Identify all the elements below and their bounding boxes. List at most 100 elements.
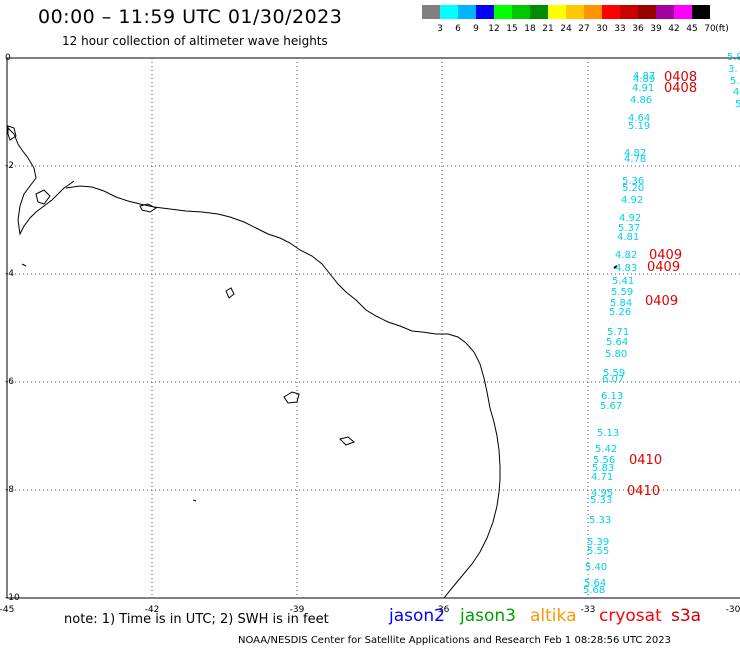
lon-tick-label: -33 [581, 605, 596, 615]
wave-height-value: 5.36 [622, 176, 644, 187]
lat-tick-label: -8 [5, 485, 14, 495]
wave-height-value: 4.83 [615, 263, 637, 274]
mission-altika: altika [530, 606, 577, 626]
pass-time-label: 0409 [647, 260, 680, 275]
island-outline [613, 265, 618, 269]
legend-swatch [674, 5, 692, 19]
island-outline [139, 203, 157, 213]
wave-height-value: 5.71 [607, 327, 629, 338]
lat-tick-label: 0 [5, 53, 11, 63]
wave-height-value: 5.59 [603, 368, 625, 379]
wave-height-value: 5.20 [622, 183, 644, 194]
island-outline [7, 125, 17, 141]
wave-height-value: 5.9 [727, 52, 740, 63]
legend-swatch [692, 5, 710, 19]
lon-tick-label: -39 [290, 605, 305, 615]
lat-tick-label: -4 [5, 269, 14, 279]
legend-swatch [584, 5, 602, 19]
pass-time-label: 0408 [664, 70, 697, 85]
lon-tick-label: -36 [435, 605, 450, 615]
wave-height-value: 5.42 [595, 444, 617, 455]
wave-height-value: 5.64 [606, 337, 628, 348]
wave-height-value: 5.13 [597, 428, 619, 439]
note-text: note: 1) Time is in UTC; 2) SWH is in fe… [64, 612, 329, 627]
map-frame [6, 57, 740, 599]
footer-credit: NOAA/NESDIS Center for Satellite Applica… [238, 635, 671, 646]
wave-height-value: 4.91 [632, 83, 654, 94]
lon-tick-label: -30 [726, 605, 740, 615]
wave-height-value: 5 [735, 99, 740, 110]
island-outline [283, 391, 300, 404]
color-legend: 3 6 9 12 15 18 21 24 27 30 33 36 39 42 45 70 (ft) [422, 5, 729, 34]
wave-height-value: 5.68 [583, 585, 605, 596]
wave-height-value: 6.07 [602, 374, 624, 385]
wave-height-value: 4.82 [615, 250, 637, 261]
lon-tick-label: -45 [0, 605, 14, 615]
legend-swatch [566, 5, 584, 19]
pass-time-label: 0409 [649, 248, 682, 263]
wave-height-value: 5.64 [584, 578, 606, 589]
wave-height-value: 4.64 [628, 113, 650, 124]
wave-height-value: 5.84 [610, 298, 632, 309]
legend-label: 36 [632, 24, 644, 34]
wave-height-value: 5.83 [592, 463, 614, 474]
pass-time-label: 0409 [645, 294, 678, 309]
wave-height-value: 5.19 [628, 121, 650, 132]
wave-height-value: 4.87 [633, 71, 655, 82]
legend-swatch [422, 5, 440, 19]
legend-label: 24 [560, 24, 572, 34]
island-outline [225, 287, 235, 299]
legend-label: 12 [488, 24, 499, 34]
legend-swatch [458, 5, 476, 19]
legend-label: 39 [650, 24, 662, 34]
wave-height-value: 5.33 [589, 515, 611, 526]
legend-label: 6 [455, 24, 461, 34]
legend-label: 15 [506, 24, 517, 34]
lon-tick-label: -42 [145, 605, 160, 615]
wave-height-value: 4.86 [630, 95, 652, 106]
map-title: 00:00 – 11:59 UTC 01/30/2023 [38, 6, 343, 28]
wave-height-value: 4.92 [621, 195, 643, 206]
wave-height-value: 5.33 [590, 495, 612, 506]
wave-height-value: 5.26 [609, 307, 631, 318]
wave-height-value: 5.55 [587, 546, 609, 557]
legend-label: 18 [524, 24, 536, 34]
wave-height-value: 6.13 [601, 391, 623, 402]
lat-tick-label: -2 [5, 161, 14, 171]
lat-tick-label: -10 [5, 593, 20, 603]
map-subtitle: 12 hour collection of altimeter wave hei… [62, 34, 328, 48]
wave-height-value: 4.89 [633, 74, 655, 85]
mission-s3a: s3a [671, 606, 702, 626]
legend-label: 33 [614, 24, 625, 34]
island-outline [21, 263, 27, 267]
wave-height-value: 5.80 [605, 349, 627, 360]
wave-height-value: 3. [728, 64, 738, 75]
wave-height-value: 4.95 [591, 488, 613, 499]
wave-height-value: 4.82 [624, 148, 646, 159]
wave-height-value: 5. [730, 76, 740, 87]
mission-jason3: jason3 [460, 606, 516, 626]
legend-swatch [494, 5, 512, 19]
legend-unit: (ft) [715, 24, 729, 34]
legend-label: 70 [704, 24, 716, 34]
pass-time-label: 0410 [627, 484, 660, 499]
legend-label: 27 [578, 24, 589, 34]
island-outline [35, 189, 51, 205]
wave-height-value: 4.92 [619, 213, 641, 224]
pass-time-label: 0410 [629, 453, 662, 468]
wave-height-value: 5.39 [587, 537, 609, 548]
coastline-west [7, 127, 75, 236]
legend-swatch [476, 5, 494, 19]
legend-label: 30 [596, 24, 608, 34]
island-outline [339, 436, 355, 446]
wave-height-value: 4 [733, 87, 739, 98]
legend-swatch [620, 5, 638, 19]
legend-label: 3 [437, 24, 443, 34]
wave-height-value: 5.56 [593, 455, 615, 466]
mission-cryosat: cryosat [599, 606, 662, 626]
wave-height-value: 5.67 [600, 401, 622, 412]
legend-swatch [638, 5, 656, 19]
wave-height-value: 5.37 [618, 223, 640, 234]
wave-height-value: 4.78 [624, 154, 646, 165]
